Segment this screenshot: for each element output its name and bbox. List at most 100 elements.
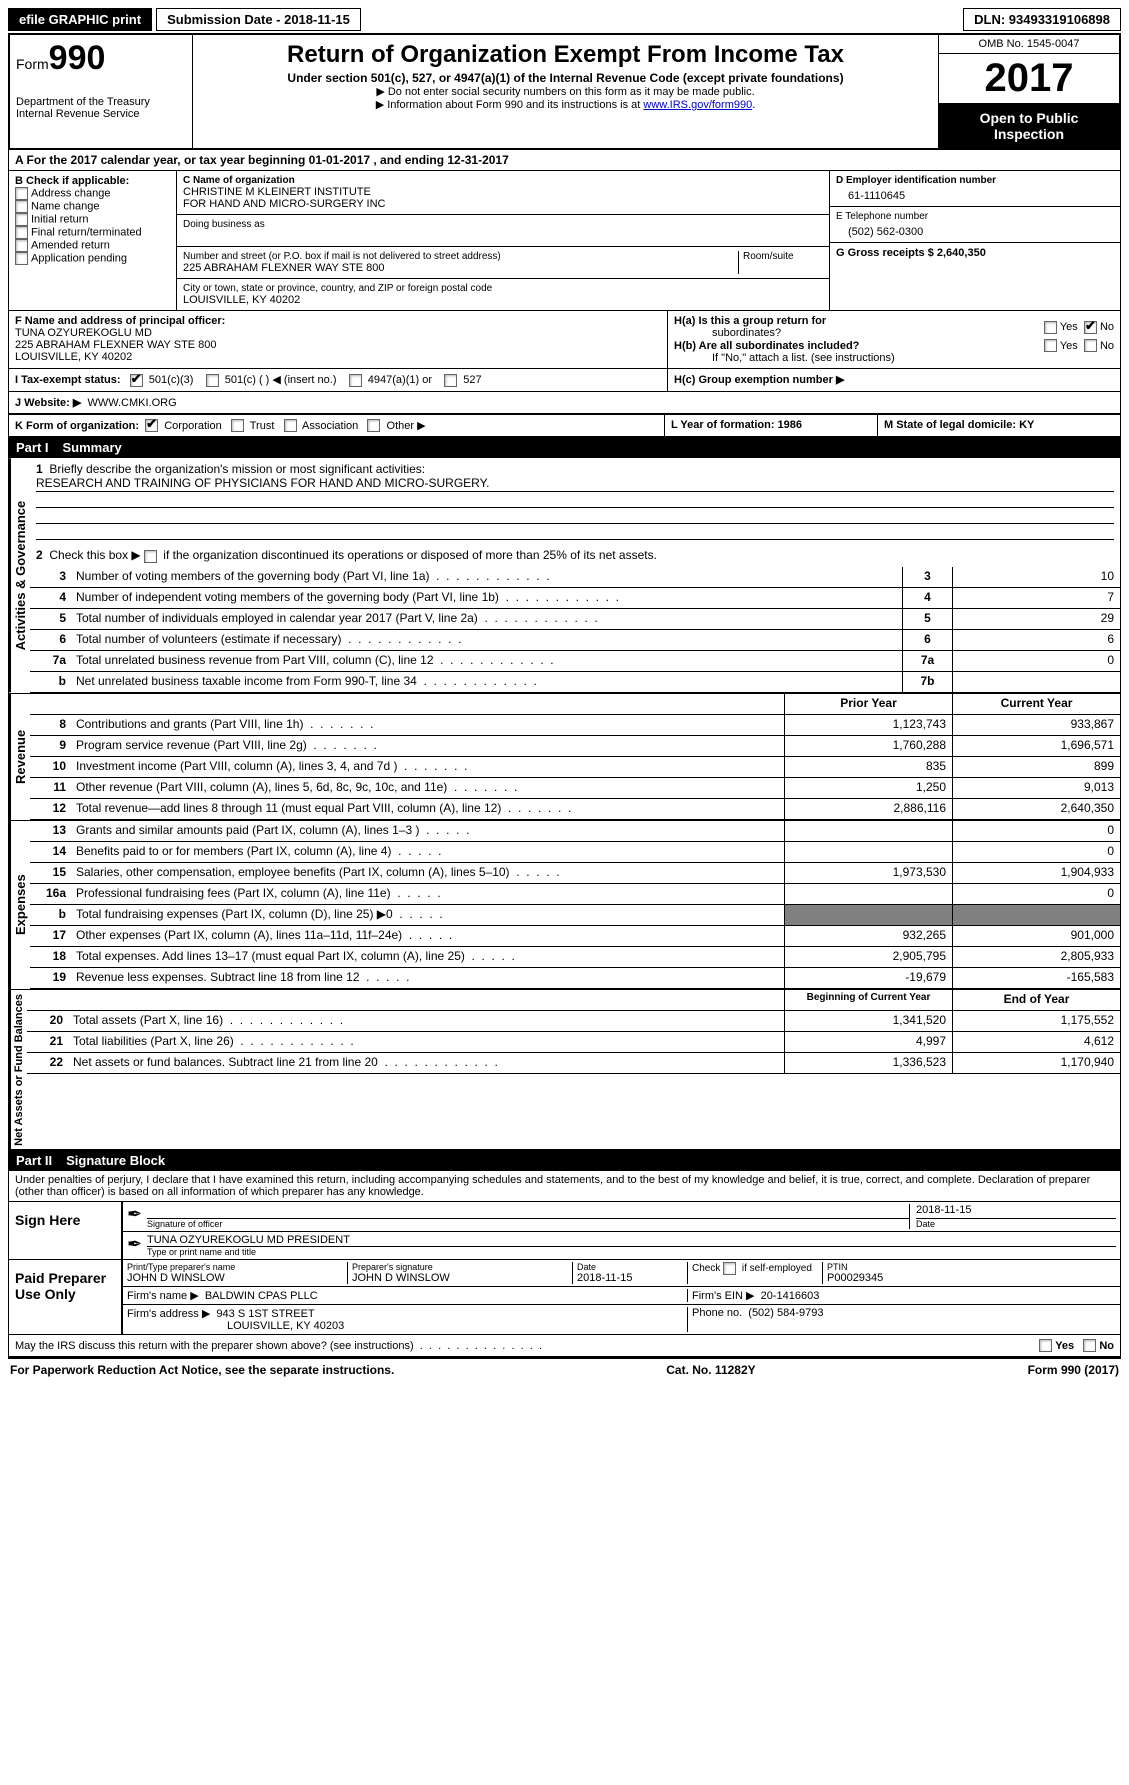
- note-info-text: ▶ Information about Form 990 and its ins…: [376, 99, 644, 111]
- checkbox-hb-yes[interactable]: [1044, 339, 1057, 352]
- checkbox-501c[interactable]: [206, 374, 219, 387]
- lbl-trust: Trust: [250, 420, 275, 432]
- section-fh: F Name and address of principal officer:…: [9, 311, 1120, 369]
- footer-mid: Cat. No. 11282Y: [666, 1363, 755, 1377]
- city-state-zip: LOUISVILLE, KY 40202: [183, 294, 823, 306]
- checkbox-address-change[interactable]: [15, 187, 28, 200]
- checkbox-self-employed[interactable]: [723, 1262, 736, 1275]
- col-current: Current Year: [952, 694, 1120, 714]
- irs-label: Internal Revenue Service: [16, 108, 186, 120]
- line1-text: Briefly describe the organization's miss…: [49, 462, 425, 476]
- gross-receipts: G Gross receipts $ 2,640,350: [836, 247, 1114, 259]
- year-formation: L Year of formation: 1986: [665, 415, 878, 437]
- netassets-section: Net Assets or Fund Balances Beginning of…: [8, 990, 1121, 1151]
- dba-label: Doing business as: [183, 219, 823, 230]
- section-deg: D Employer identification number 61-1110…: [829, 171, 1120, 310]
- checkbox-assoc[interactable]: [284, 419, 297, 432]
- checkbox-discuss-yes[interactable]: [1039, 1339, 1052, 1352]
- irs-link[interactable]: www.IRS.gov/form990: [643, 99, 752, 111]
- checkbox-4947[interactable]: [349, 374, 362, 387]
- summary-line: 4Number of independent voting members of…: [30, 588, 1120, 609]
- prep-sig: JOHN D WINSLOW: [352, 1272, 572, 1284]
- lbl-501c: 501(c) ( ) ◀ (insert no.): [225, 374, 337, 386]
- firm-ein-label: Firm's EIN ▶: [692, 1290, 755, 1302]
- lbl-yes2: Yes: [1060, 340, 1078, 352]
- firm-addr: 943 S 1ST STREET: [216, 1308, 314, 1320]
- self-employed-check: Check if self-employed: [688, 1262, 823, 1284]
- col-begin: Beginning of Current Year: [784, 990, 952, 1010]
- firm-phone: (502) 584-9793: [748, 1307, 823, 1319]
- summary-line: 7aTotal unrelated business revenue from …: [30, 651, 1120, 672]
- expense-line: bTotal fundraising expenses (Part IX, co…: [30, 905, 1120, 926]
- street-address: 225 ABRAHAM FLEXNER WAY STE 800: [183, 262, 734, 274]
- summary-line: 3Number of voting members of the governi…: [30, 567, 1120, 588]
- website-value: WWW.CMKI.ORG: [87, 397, 176, 409]
- note-ssn: ▶ Do not enter social security numbers o…: [201, 85, 930, 98]
- checkbox-initial-return[interactable]: [15, 213, 28, 226]
- checkbox-trust[interactable]: [231, 419, 244, 432]
- expense-line: 13Grants and similar amounts paid (Part …: [30, 821, 1120, 842]
- lbl-no2: No: [1100, 340, 1114, 352]
- col-prior: Prior Year: [784, 694, 952, 714]
- checkbox-final-return[interactable]: [15, 226, 28, 239]
- section-c: C Name of organization CHRISTINE M KLEIN…: [177, 171, 829, 310]
- lbl-address-change: Address change: [31, 187, 111, 199]
- revenue-line: 9Program service revenue (Part VIII, lin…: [30, 736, 1120, 757]
- type-name-label: Type or print name and title: [147, 1247, 1116, 1257]
- checkbox-discuss-no[interactable]: [1083, 1339, 1096, 1352]
- section-container: A For the 2017 calendar year, or tax yea…: [8, 150, 1121, 437]
- hc-label: H(c) Group exemption number ▶: [674, 374, 844, 386]
- lbl-527: 527: [463, 374, 481, 386]
- prep-name-label: Print/Type preparer's name: [127, 1262, 347, 1272]
- part1-header: Part I Summary: [8, 437, 1121, 458]
- part2-header: Part II Signature Block: [8, 1150, 1121, 1171]
- checkbox-amended-return[interactable]: [15, 239, 28, 252]
- checkbox-corp[interactable]: [145, 419, 158, 432]
- section-ih: I Tax-exempt status: 501(c)(3) 501(c) ( …: [9, 369, 1120, 392]
- side-governance: Activities & Governance: [9, 458, 30, 692]
- phone-label: E Telephone number: [836, 211, 1114, 222]
- checkbox-discontinued[interactable]: [144, 550, 157, 563]
- mission-text: RESEARCH AND TRAINING OF PHYSICIANS FOR …: [36, 476, 1114, 492]
- prep-name: JOHN D WINSLOW: [127, 1272, 347, 1284]
- checkbox-ha-no[interactable]: [1084, 321, 1097, 334]
- tax-year: 2017: [939, 54, 1119, 104]
- part1-title: Part I: [16, 440, 49, 455]
- summary-line: 5Total number of individuals employed in…: [30, 609, 1120, 630]
- expense-line: 14Benefits paid to or for members (Part …: [30, 842, 1120, 863]
- checkbox-ha-yes[interactable]: [1044, 321, 1057, 334]
- header-right: OMB No. 1545-0047 2017 Open to Public In…: [938, 35, 1119, 148]
- revenue-line: 8Contributions and grants (Part VIII, li…: [30, 715, 1120, 736]
- signature-block: Under penalties of perjury, I declare th…: [8, 1171, 1121, 1357]
- form-subtitle: Under section 501(c), 527, or 4947(a)(1)…: [201, 71, 930, 85]
- org-name-1: CHRISTINE M KLEINERT INSTITUTE: [183, 186, 823, 198]
- footer-right: Form 990 (2017): [1028, 1363, 1119, 1377]
- officer-typed-name: TUNA OZYUREKOGLU MD PRESIDENT: [147, 1234, 1116, 1247]
- checkbox-name-change[interactable]: [15, 200, 28, 213]
- lbl-4947: 4947(a)(1) or: [368, 374, 432, 386]
- checkbox-527[interactable]: [444, 374, 457, 387]
- netassets-line: 21Total liabilities (Part X, line 26) . …: [27, 1032, 1120, 1053]
- checkbox-app-pending[interactable]: [15, 252, 28, 265]
- org-name-2: FOR HAND AND MICRO-SURGERY INC: [183, 198, 823, 210]
- ein-label: D Employer identification number: [836, 175, 1114, 186]
- sig-date-label: Date: [916, 1219, 1116, 1229]
- hb-note: If "No," attach a list. (see instruction…: [674, 352, 1114, 364]
- section-j-label: J Website: ▶: [15, 397, 81, 409]
- checkbox-501c3[interactable]: [130, 374, 143, 387]
- checkbox-other[interactable]: [367, 419, 380, 432]
- ha-label: H(a) Is this a group return for: [674, 315, 826, 327]
- summary-line: bNet unrelated business taxable income f…: [30, 672, 1120, 693]
- form-header: Form990 Department of the Treasury Inter…: [8, 33, 1121, 150]
- lbl-yes: Yes: [1060, 321, 1078, 333]
- dba-value: [183, 230, 823, 242]
- expense-line: 19Revenue less expenses. Subtract line 1…: [30, 968, 1120, 989]
- checkbox-hb-no[interactable]: [1084, 339, 1097, 352]
- sig-officer-line: [147, 1204, 909, 1219]
- addr-label: Number and street (or P.O. box if mail i…: [183, 251, 734, 262]
- lbl-other: Other ▶: [387, 420, 426, 432]
- lbl-corp: Corporation: [164, 420, 221, 432]
- city-label: City or town, state or province, country…: [183, 283, 823, 294]
- name-label: C Name of organization: [183, 175, 823, 186]
- part1-subtitle: Summary: [63, 440, 122, 455]
